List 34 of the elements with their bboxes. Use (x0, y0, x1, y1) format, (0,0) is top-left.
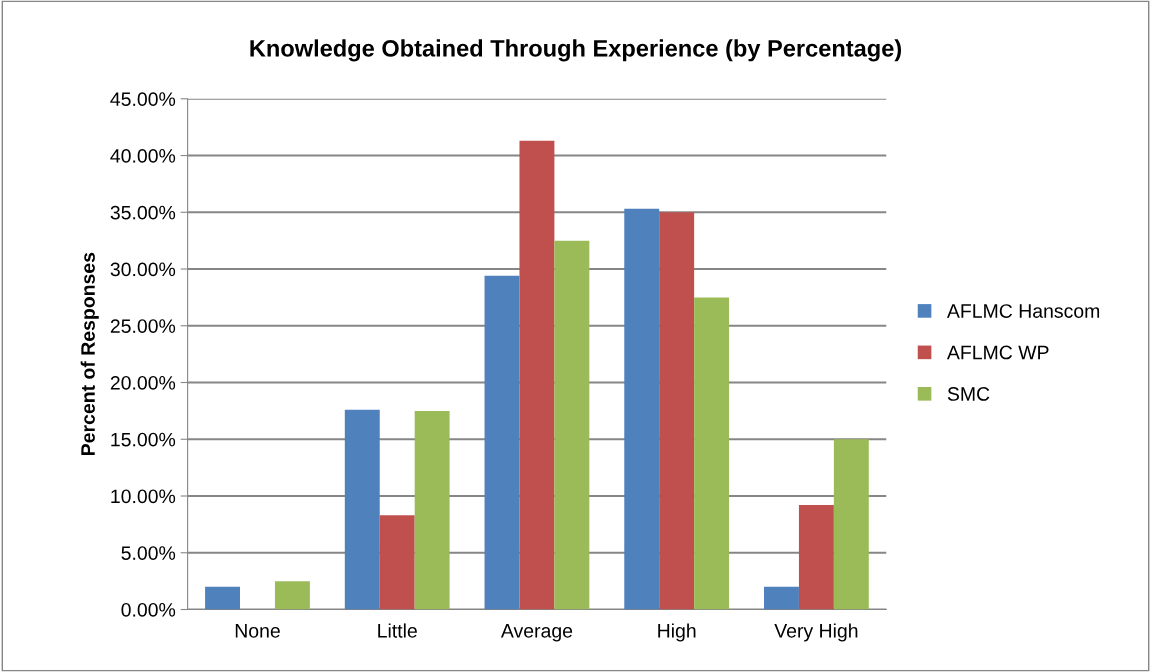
x-tick-label: Average (500, 624, 573, 642)
x-tick-label: Very High (774, 623, 858, 642)
legend-label: AFLMC WP (946, 345, 1049, 360)
bar (554, 240, 590, 610)
y-tick-label: 15.00% (111, 432, 176, 447)
bar (519, 140, 555, 610)
chart-title: Knowledge Obtained Through Experience (by Percentage) (250, 39, 902, 62)
legend-label: AFLMC Hanscom (946, 304, 1100, 318)
bar (205, 586, 241, 610)
x-tick-label: High (658, 623, 696, 642)
y-tick-label: 20.00% (110, 375, 176, 390)
bar (694, 297, 730, 610)
bar (414, 410, 450, 610)
bar (274, 581, 310, 610)
bar (833, 439, 869, 610)
bar (659, 212, 695, 610)
bar (484, 275, 520, 610)
legend-label: SMC (947, 387, 990, 401)
y-tick-label: 0.00% (121, 602, 176, 617)
y-tick-label: 30.00% (110, 262, 176, 277)
x-tick-label: None (235, 624, 280, 638)
bar (764, 586, 799, 610)
bar (624, 208, 660, 610)
bar (344, 409, 380, 610)
y-axis-title: Percent of Responses (80, 252, 99, 455)
y-tick-label: 35.00% (110, 205, 176, 220)
x-tick-label: Little (378, 623, 417, 638)
y-tick-label: 5.00% (121, 546, 176, 560)
bar (798, 505, 834, 610)
y-tick-label: 40.00% (110, 149, 176, 163)
y-tick-label: 10.00% (111, 489, 176, 504)
y-tick-label: 45.00% (110, 92, 176, 107)
bar (379, 515, 415, 610)
y-tick-label: 25.00% (110, 319, 176, 334)
